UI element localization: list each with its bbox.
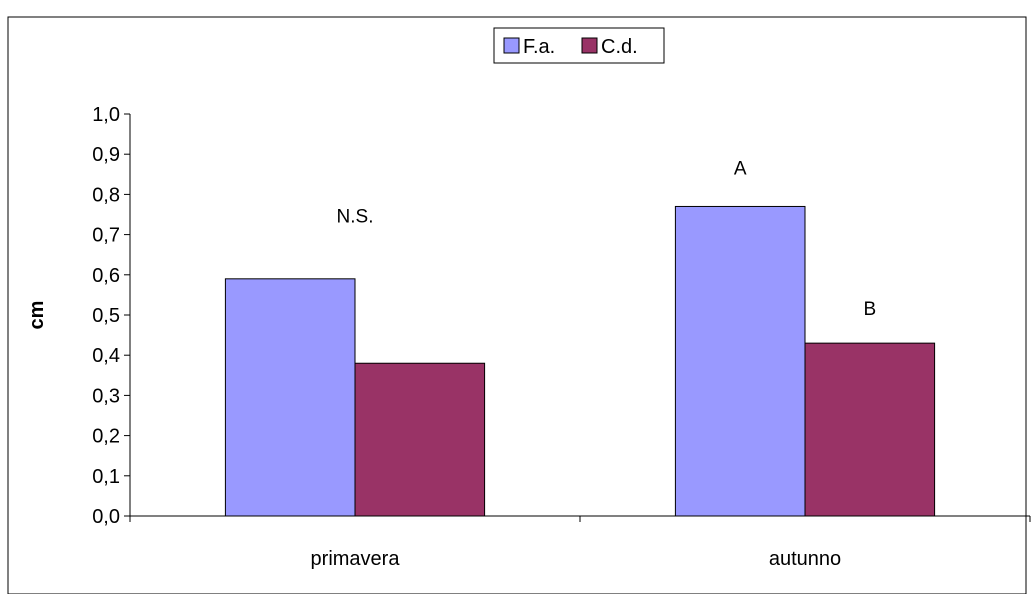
bar-autunno-fa (674, 205, 806, 517)
legend-label-cd: C.d. (601, 36, 638, 58)
significance-annotation: B (863, 299, 876, 320)
bar-primavera-cd (354, 362, 486, 517)
y-tick-label: 0,6 (92, 265, 120, 287)
legend: F.a. C.d. (493, 27, 665, 64)
bar-primavera-fa (224, 278, 356, 517)
x-tick-label: autunno (769, 548, 841, 570)
plot-area: 0,0 0,1 0,2 0,3 0,4 0,5 0,6 0,7 0,8 0,9 1,0 primave… (92, 104, 1031, 570)
significance-annotation: A (734, 158, 747, 179)
y-tick-label: 0,4 (92, 345, 120, 367)
y-tick-label: 0,5 (92, 305, 120, 327)
x-tick-label: primavera (311, 548, 401, 570)
legend-label-fa: F.a. (523, 36, 555, 58)
y-tick-label: 0,9 (92, 144, 120, 166)
y-tick-label: 1,0 (92, 104, 120, 126)
legend-box (493, 27, 665, 64)
legend-swatch-fa (503, 37, 520, 54)
y-tick-label: 0,2 (92, 426, 120, 448)
bar-autunno-cd (804, 342, 936, 517)
y-tick-label: 0,0 (92, 506, 120, 528)
y-tick-label: 0,1 (92, 466, 120, 488)
y-tick-label: 0,3 (92, 385, 120, 407)
y-tick-label: 0,7 (92, 225, 120, 247)
significance-annotation: N.S. (337, 207, 374, 228)
legend-swatch-cd (581, 37, 598, 54)
y-axis-label: cm (26, 301, 48, 330)
y-tick-label: 0,8 (92, 184, 120, 206)
